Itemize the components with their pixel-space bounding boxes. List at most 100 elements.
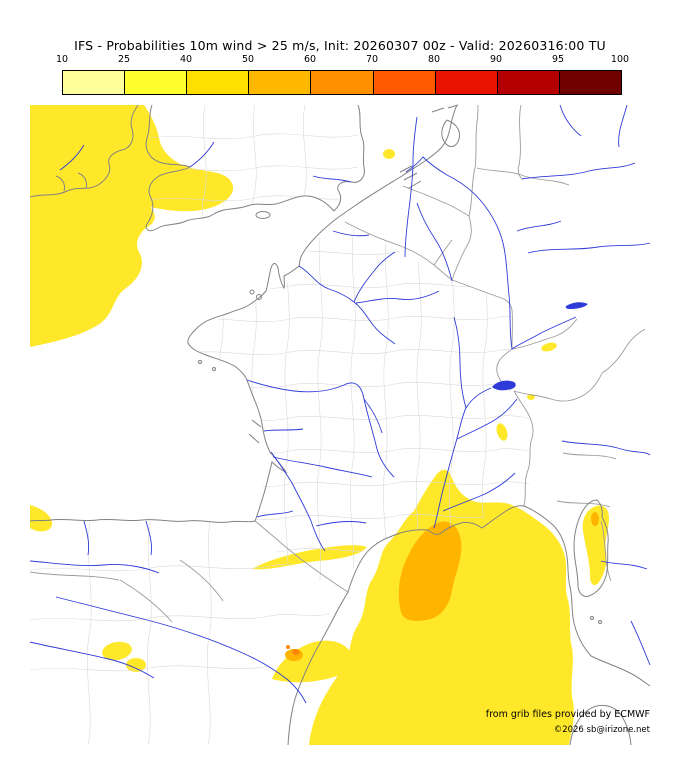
coast-delta-island-3 xyxy=(408,180,422,189)
coast-frisian-island-1 xyxy=(431,107,445,113)
coast-ireland-inlet-1 xyxy=(55,175,65,192)
border-italy-internal-2 xyxy=(556,500,611,508)
coast-corsica xyxy=(573,499,609,597)
river-thames xyxy=(312,175,352,183)
river-tajo xyxy=(29,641,155,679)
river-marne xyxy=(355,290,440,304)
coast-ireland xyxy=(29,104,139,198)
river-adour xyxy=(256,510,294,518)
coast-france-atlantic xyxy=(29,263,300,523)
prob-max-catalonia-2 xyxy=(286,645,290,649)
border-switzerland-south xyxy=(513,372,603,402)
prob-area-languedoc-streak xyxy=(252,545,367,570)
prob-spot-spain-2 xyxy=(126,658,146,672)
border-belgium-netherlands xyxy=(402,185,470,217)
river-allier xyxy=(363,398,383,434)
border-france-belgium xyxy=(344,221,453,281)
colorbar xyxy=(62,70,622,95)
colorbar-tick-label: 100 xyxy=(610,54,630,65)
river-durance xyxy=(442,472,516,512)
border-italy-internal-3 xyxy=(600,520,612,582)
river-meuse xyxy=(404,116,418,258)
colorbar-segment xyxy=(249,71,312,94)
border-spain-internal-2 xyxy=(179,559,224,602)
probability-25-40-layer xyxy=(285,512,599,661)
colorbar-tick-label: 90 xyxy=(489,54,503,65)
river-spain-coastal-1 xyxy=(83,520,90,556)
river-rhone xyxy=(433,387,492,529)
probability-10-25-layer xyxy=(30,105,609,745)
prob-spot-spain-1 xyxy=(102,641,132,661)
prob-spot-northsea xyxy=(383,149,395,159)
river-danube xyxy=(527,242,651,254)
border-austria xyxy=(601,328,646,374)
border-belgium-germany xyxy=(451,215,472,281)
colorbar-segment xyxy=(373,71,436,94)
colorbar-segment xyxy=(435,71,498,94)
prob-core-gulf-of-lion xyxy=(398,521,462,621)
river-spain-coastal-2 xyxy=(145,520,152,556)
colorbar-segment xyxy=(559,71,621,94)
river-garonne xyxy=(270,451,326,552)
colorbar-ticks: 10 25 40 50 60 70 80 90 95 100 xyxy=(56,54,629,67)
prob-spot-alps-1 xyxy=(541,342,557,352)
river-severn xyxy=(189,141,215,168)
coast-ireland-inlet-2 xyxy=(77,172,87,189)
probability-40-50-layer xyxy=(286,645,300,655)
colorbar-tick-label: 50 xyxy=(241,54,255,65)
coast-isle-of-wight xyxy=(255,211,271,219)
border-france-germany xyxy=(451,279,513,350)
coast-frisian-island-2 xyxy=(447,104,459,109)
river-seine xyxy=(298,265,396,345)
border-netherlands-germany xyxy=(468,104,479,217)
coast-strait-island-2 xyxy=(598,620,602,624)
lakes-layer xyxy=(492,302,588,391)
coast-channel-north xyxy=(298,104,458,267)
prob-area-catalonia-patch xyxy=(272,640,353,683)
coast-zuiderzee xyxy=(441,119,460,147)
coast-channel-island-2 xyxy=(256,294,262,300)
river-arno xyxy=(600,560,648,570)
lake-geneva xyxy=(492,380,516,391)
river-saone xyxy=(453,316,467,409)
river-loire xyxy=(246,379,395,478)
river-main xyxy=(521,162,636,180)
provinces-spain-layer xyxy=(30,521,331,745)
prob-spot-alps-2 xyxy=(496,423,508,441)
river-shannon xyxy=(59,144,85,171)
river-elbe xyxy=(618,104,628,148)
colorbar-tick-label: 40 xyxy=(179,54,193,65)
prob-core-corsica xyxy=(591,512,599,526)
coast-channel-island-1 xyxy=(249,289,255,295)
colorbar-tick-label: 80 xyxy=(427,54,441,65)
colorbar-tick-label: 10 xyxy=(55,54,69,65)
river-oise xyxy=(353,251,396,303)
border-spain-internal-1 xyxy=(29,571,120,581)
river-aare xyxy=(511,316,577,350)
border-germany-internal-2 xyxy=(517,104,523,180)
coast-delta-island-2 xyxy=(403,172,418,181)
river-moselle xyxy=(416,202,453,282)
coast-groix xyxy=(198,360,202,364)
coast-oleron xyxy=(248,433,260,444)
coast-strait-island-1 xyxy=(590,616,594,620)
map-title: IFS - Probabilities 10m wind > 25 m/s, I… xyxy=(74,38,606,53)
colorbar-segment xyxy=(311,71,374,94)
border-luxembourg xyxy=(433,239,453,266)
colorbar-segment xyxy=(497,71,560,94)
border-france-spain xyxy=(254,520,349,593)
coast-ile-de-re xyxy=(251,419,262,428)
colorbar-tick-label: 70 xyxy=(365,54,379,65)
colorbar-segment xyxy=(63,71,126,94)
border-france-italy xyxy=(513,390,534,507)
coast-mediterranean xyxy=(287,505,651,746)
river-tiber xyxy=(630,620,651,666)
colorbar-segment xyxy=(125,71,188,94)
border-germany-internal-1 xyxy=(476,167,570,186)
border-italy-internal-1 xyxy=(562,452,617,460)
coast-sardinia xyxy=(569,704,632,746)
prob-area-biscay-edge xyxy=(30,505,53,532)
river-dordogne xyxy=(272,456,373,478)
river-weser xyxy=(559,104,582,137)
